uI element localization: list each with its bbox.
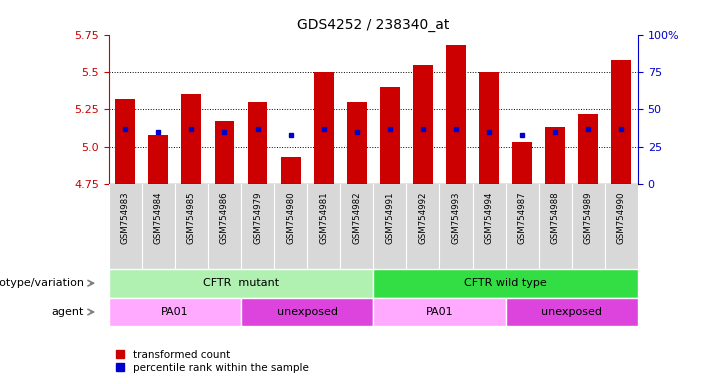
Text: GSM754980: GSM754980 — [286, 191, 295, 244]
Bar — [109, 298, 241, 326]
Text: GSM754990: GSM754990 — [617, 191, 626, 243]
Bar — [109, 269, 374, 298]
Text: GSM754991: GSM754991 — [386, 191, 395, 243]
Bar — [578, 114, 598, 184]
Text: GSM754987: GSM754987 — [517, 191, 526, 244]
Text: GSM754989: GSM754989 — [584, 191, 593, 243]
Bar — [314, 72, 334, 184]
Bar — [374, 269, 638, 298]
Bar — [347, 102, 367, 184]
Legend: transformed count, percentile rank within the sample: transformed count, percentile rank withi… — [114, 348, 311, 375]
Bar — [479, 72, 499, 184]
Text: unexposed: unexposed — [277, 307, 338, 317]
Text: GSM754992: GSM754992 — [418, 191, 428, 243]
Bar — [247, 102, 267, 184]
Text: PA01: PA01 — [161, 307, 189, 317]
Bar — [149, 135, 168, 184]
Text: GSM754986: GSM754986 — [220, 191, 229, 244]
Title: GDS4252 / 238340_at: GDS4252 / 238340_at — [297, 18, 449, 32]
Bar — [115, 99, 135, 184]
Text: GSM754982: GSM754982 — [352, 191, 361, 244]
Text: CFTR wild type: CFTR wild type — [464, 278, 547, 288]
Text: unexposed: unexposed — [541, 307, 602, 317]
Bar — [241, 298, 374, 326]
Text: genotype/variation: genotype/variation — [0, 278, 84, 288]
Bar — [446, 45, 466, 184]
Text: GSM754981: GSM754981 — [319, 191, 328, 244]
Text: GSM754994: GSM754994 — [484, 191, 494, 243]
Bar — [505, 298, 638, 326]
Bar — [545, 127, 565, 184]
Text: agent: agent — [52, 307, 84, 317]
Text: GSM754993: GSM754993 — [451, 191, 461, 243]
Bar — [374, 298, 505, 326]
Text: GSM754983: GSM754983 — [121, 191, 130, 244]
Bar — [413, 65, 433, 184]
Text: GSM754979: GSM754979 — [253, 191, 262, 243]
Text: GSM754984: GSM754984 — [154, 191, 163, 244]
Bar — [611, 60, 632, 184]
Bar — [380, 87, 400, 184]
Text: CFTR  mutant: CFTR mutant — [203, 278, 279, 288]
Text: PA01: PA01 — [426, 307, 454, 317]
Bar — [280, 157, 301, 184]
Text: GSM754988: GSM754988 — [551, 191, 559, 244]
Bar — [182, 94, 201, 184]
Bar — [512, 142, 532, 184]
Text: GSM754985: GSM754985 — [187, 191, 196, 244]
Bar — [215, 121, 234, 184]
